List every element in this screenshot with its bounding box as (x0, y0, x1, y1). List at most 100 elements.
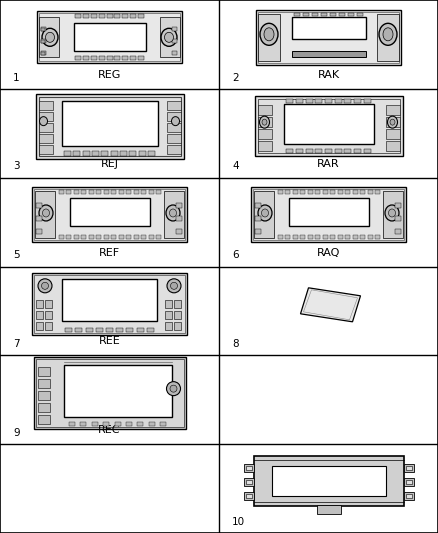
Bar (246, 495, 251, 498)
Bar (141, 190, 146, 195)
Bar (292, 51, 365, 57)
Bar (83, 151, 90, 156)
Bar (33, 357, 186, 429)
Ellipse shape (170, 385, 177, 392)
Bar (45, 300, 52, 308)
Bar (164, 191, 184, 238)
Bar (174, 311, 181, 319)
Bar (165, 300, 172, 308)
Bar (114, 56, 120, 60)
Bar (406, 466, 411, 471)
Bar (244, 479, 254, 487)
Bar (64, 365, 172, 417)
Bar (139, 151, 146, 156)
Bar (172, 39, 177, 43)
Bar (39, 17, 59, 58)
Bar (377, 14, 399, 61)
Bar (296, 99, 303, 103)
Bar (300, 236, 305, 239)
Bar (104, 190, 109, 195)
Bar (172, 51, 177, 55)
Text: 6: 6 (232, 251, 239, 260)
Ellipse shape (385, 205, 399, 221)
Ellipse shape (261, 209, 268, 217)
Bar (364, 99, 371, 103)
Bar (258, 117, 272, 127)
Ellipse shape (389, 209, 396, 217)
Bar (406, 495, 411, 498)
Bar (59, 190, 64, 195)
Bar (73, 151, 80, 156)
Bar (403, 492, 413, 500)
Bar (285, 236, 290, 239)
Bar (41, 41, 45, 43)
Bar (317, 505, 340, 514)
Bar (36, 300, 43, 308)
Bar (39, 96, 180, 156)
Bar (134, 236, 139, 239)
Bar (41, 39, 46, 43)
Bar (406, 480, 411, 484)
Bar (246, 480, 251, 484)
Ellipse shape (165, 33, 173, 42)
Bar (330, 236, 335, 239)
Ellipse shape (258, 205, 272, 221)
Bar (375, 190, 381, 195)
Bar (147, 328, 154, 332)
Text: 3: 3 (13, 161, 20, 172)
Bar (126, 236, 131, 239)
Text: REF: REF (99, 248, 120, 257)
Bar (114, 422, 120, 426)
Bar (35, 359, 184, 426)
Bar (285, 190, 290, 195)
Bar (81, 190, 86, 195)
Ellipse shape (42, 209, 49, 217)
Bar (96, 328, 103, 332)
Bar (255, 230, 261, 235)
Bar (156, 236, 162, 239)
Bar (172, 27, 177, 31)
Ellipse shape (38, 279, 52, 293)
Bar (306, 99, 313, 103)
Ellipse shape (39, 205, 53, 221)
Bar (106, 56, 113, 60)
Bar (254, 96, 403, 156)
Bar (385, 105, 399, 115)
Bar (38, 402, 49, 411)
Bar (251, 188, 406, 243)
Bar (116, 328, 123, 332)
Bar (335, 99, 342, 103)
Bar (330, 13, 336, 16)
Bar (96, 236, 101, 239)
Ellipse shape (170, 282, 177, 289)
Bar (45, 311, 52, 319)
Bar (315, 236, 320, 239)
Bar (253, 189, 404, 240)
Bar (344, 149, 351, 153)
Bar (315, 99, 322, 103)
Text: 9: 9 (13, 428, 20, 438)
Bar (149, 236, 154, 239)
Bar (75, 14, 81, 18)
Bar (364, 149, 371, 153)
Bar (258, 105, 272, 115)
Bar (258, 12, 399, 63)
Ellipse shape (260, 23, 278, 45)
Bar (92, 422, 98, 426)
Ellipse shape (262, 119, 267, 125)
Bar (96, 190, 101, 195)
Bar (134, 190, 139, 195)
Bar (75, 328, 82, 332)
Ellipse shape (172, 117, 180, 126)
Bar (307, 190, 313, 195)
Bar (278, 190, 283, 195)
Bar (354, 99, 361, 103)
Bar (176, 216, 182, 222)
Bar (166, 111, 180, 120)
Bar (83, 14, 89, 18)
Bar (111, 151, 118, 156)
Bar (325, 99, 332, 103)
Bar (130, 56, 136, 60)
Bar (85, 328, 92, 332)
Bar (395, 216, 401, 222)
